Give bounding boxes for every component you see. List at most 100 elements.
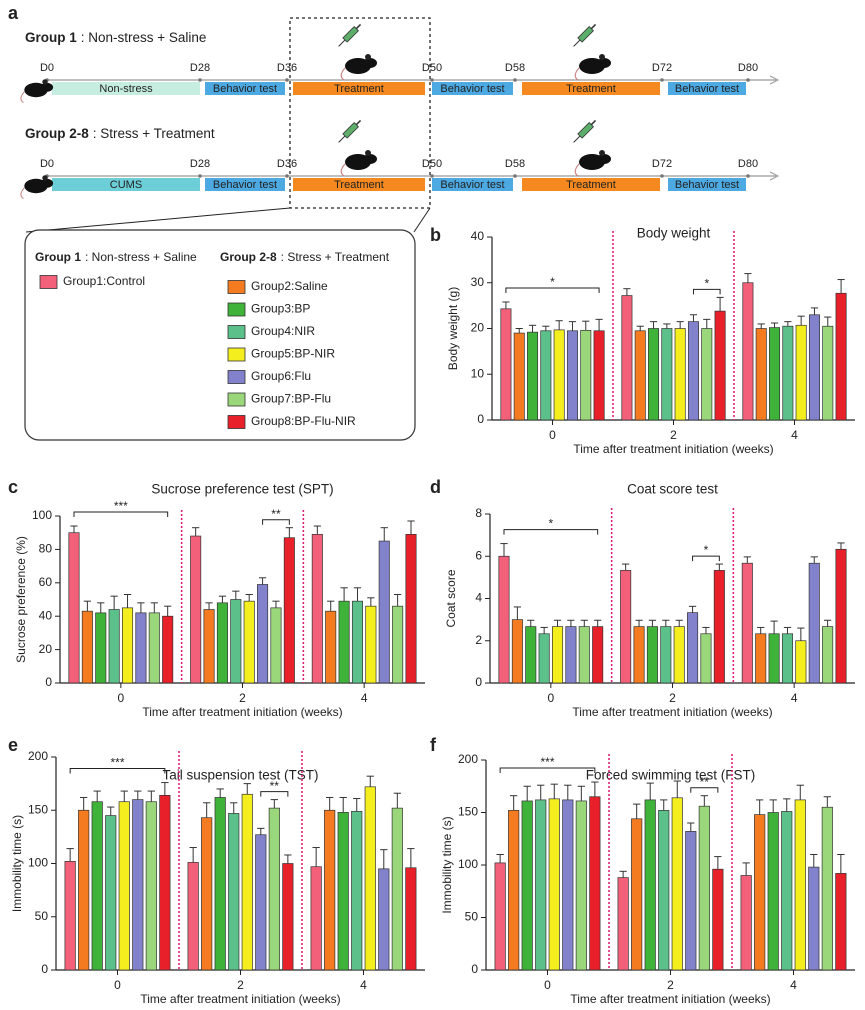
legend-label: Group5:BP-NIR <box>251 347 335 361</box>
day-label: D58 <box>505 158 525 170</box>
x-tick-label: 4 <box>791 428 798 442</box>
stage-bar <box>522 82 660 95</box>
panel-label: d <box>430 477 441 497</box>
day-label: D28 <box>190 158 210 170</box>
bar <box>108 609 120 684</box>
bar <box>538 633 550 684</box>
y-tick-label: 6 <box>475 548 482 562</box>
panel-label: b <box>430 225 441 245</box>
panel-label: c <box>8 477 18 497</box>
bar <box>767 812 779 971</box>
y-axis-label: Sucrose preference (%) <box>14 536 28 663</box>
mouse-head <box>363 58 377 68</box>
legend-swatch <box>39 275 58 289</box>
bar <box>498 555 510 684</box>
significance-label: ** <box>271 507 281 521</box>
bar-chart: Body weight Time after treatment initiati… <box>446 226 855 456</box>
stage-label: Treatment <box>334 83 384 95</box>
bar-chart: Sucrose preference test (SPT) Time after … <box>14 482 425 719</box>
zoom-line <box>413 207 431 233</box>
syringe-plunger <box>590 119 597 126</box>
x-axis-label: Time after treatment initiation (weeks) <box>570 992 770 1006</box>
bar <box>494 862 506 971</box>
x-tick-label: 4 <box>791 691 798 705</box>
bar <box>562 799 574 971</box>
day-label: D36 <box>277 158 297 170</box>
x-tick-label: 2 <box>669 691 676 705</box>
stage-label: Behavior test <box>675 83 739 95</box>
bar <box>740 875 752 971</box>
bar <box>621 295 633 421</box>
bar <box>661 328 673 421</box>
day-label: D50 <box>422 62 442 74</box>
timeline: D0 D28 D36 D50 D58 D72 D80 Non-stress Behavior t… <box>40 62 780 95</box>
legend-label: Group4:NIR <box>251 324 315 338</box>
bar <box>216 602 228 684</box>
mouse-icon <box>340 150 377 177</box>
bar <box>351 600 363 684</box>
bar <box>755 328 767 421</box>
day-dot <box>285 78 289 82</box>
bar <box>712 868 724 971</box>
syringe-plunger <box>590 23 597 30</box>
significance-bracket <box>262 519 290 525</box>
syringe-icon <box>573 119 597 143</box>
bar <box>782 325 794 421</box>
syringe-plunger <box>355 119 362 126</box>
bar <box>81 610 93 684</box>
legend-swatch <box>227 347 246 362</box>
y-tick-label: 20 <box>39 642 53 656</box>
bar <box>835 548 847 684</box>
syringe-barrel <box>342 121 360 139</box>
y-tick-label: 8 <box>475 506 482 520</box>
stage-bar <box>293 82 425 95</box>
legend-swatch <box>227 302 246 317</box>
legend-swatch <box>227 370 246 384</box>
bar <box>701 328 713 421</box>
legend-label: Group2:Saline <box>251 279 328 293</box>
bar <box>808 562 820 684</box>
legend-swatch <box>227 392 246 407</box>
mouse-icon <box>20 79 54 104</box>
day-dot <box>430 78 434 82</box>
stage-label: CUMS <box>110 179 142 191</box>
day-label: D80 <box>738 158 758 170</box>
bar <box>795 640 807 684</box>
bar <box>122 607 134 684</box>
row-title: Group 1: Non-stress + Saline <box>25 30 206 45</box>
day-dot <box>198 78 202 82</box>
y-axis-label: Immobility time (s) <box>10 815 24 912</box>
stage-label: Treatment <box>566 179 616 191</box>
day-label: D72 <box>652 158 672 170</box>
day-label: D58 <box>505 62 525 74</box>
bar <box>566 330 578 421</box>
x-tick-label: 0 <box>547 691 554 705</box>
bar <box>257 584 269 684</box>
day-dot <box>513 78 517 82</box>
mouse-ear <box>365 150 371 156</box>
y-tick-label: 100 <box>32 508 52 522</box>
y-tick-label: 4 <box>475 591 482 605</box>
bar <box>201 817 213 971</box>
stage-label: Non-stress <box>99 83 153 95</box>
bar <box>268 807 280 971</box>
bar <box>835 873 847 971</box>
legend-label: Group7:BP-Flu <box>251 392 331 406</box>
syringe-barrel <box>577 121 595 139</box>
row-desc: : Stress + Treatment <box>93 126 215 141</box>
x-tick-label: 4 <box>790 978 797 992</box>
bar <box>620 570 632 684</box>
day-label: D0 <box>40 158 54 170</box>
bar <box>768 633 780 684</box>
x-axis-label: Time after treatment initiation (weeks) <box>573 442 773 456</box>
y-tick-label: 150 <box>28 802 48 816</box>
mouse-tail <box>340 163 346 177</box>
significance-label: ** <box>270 779 280 793</box>
bar <box>714 310 726 421</box>
y-tick-label: 20 <box>471 321 485 335</box>
bar <box>508 810 520 971</box>
syringe-needle <box>338 135 346 143</box>
day-dot <box>746 78 750 82</box>
mouse-tail <box>20 187 25 200</box>
stage-label: Behavior test <box>213 83 277 95</box>
